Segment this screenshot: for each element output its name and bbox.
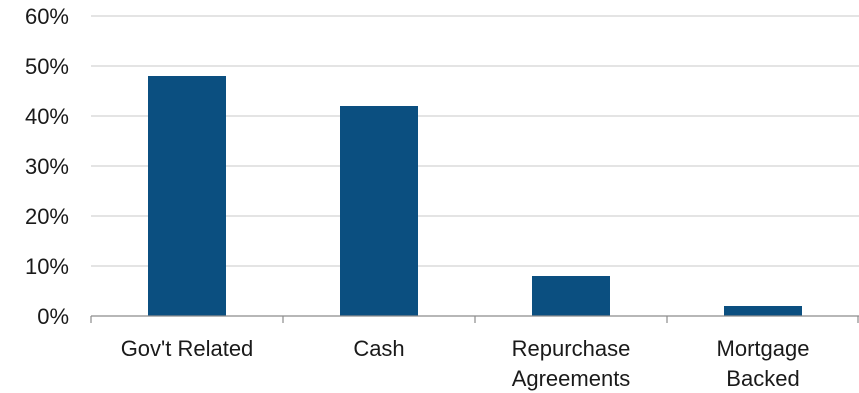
x-category-label-line: Agreements — [512, 366, 631, 391]
y-tick-label: 40% — [25, 104, 69, 129]
bar — [532, 276, 610, 316]
x-category-label-line: Mortgage — [717, 336, 810, 361]
bar — [340, 106, 418, 316]
x-axis — [90, 315, 859, 323]
bar — [724, 306, 802, 316]
bars — [148, 76, 802, 316]
bar — [148, 76, 226, 316]
y-tick-label: 10% — [25, 254, 69, 279]
x-category-label-line: Cash — [353, 336, 404, 361]
y-axis-tick-labels: 0% 10% 20% 30% 40% 50% 60% — [25, 4, 69, 329]
x-category-label-line: Gov't Related — [121, 336, 254, 361]
y-tick-label: 60% — [25, 4, 69, 29]
x-category-label: Gov't Related — [121, 336, 254, 361]
x-category-label: Repurchase Agreements — [512, 336, 631, 391]
x-category-label: Mortgage Backed — [717, 336, 810, 391]
y-tick-label: 20% — [25, 204, 69, 229]
y-tick-label: 30% — [25, 154, 69, 179]
x-category-label: Cash — [353, 336, 404, 361]
x-category-label-line: Backed — [726, 366, 799, 391]
x-category-label-line: Repurchase — [512, 336, 631, 361]
y-tick-label: 0% — [37, 304, 69, 329]
x-axis-category-labels: Gov't Related Cash Repurchase Agreements Mor… — [121, 336, 810, 391]
y-tick-label: 50% — [25, 54, 69, 79]
